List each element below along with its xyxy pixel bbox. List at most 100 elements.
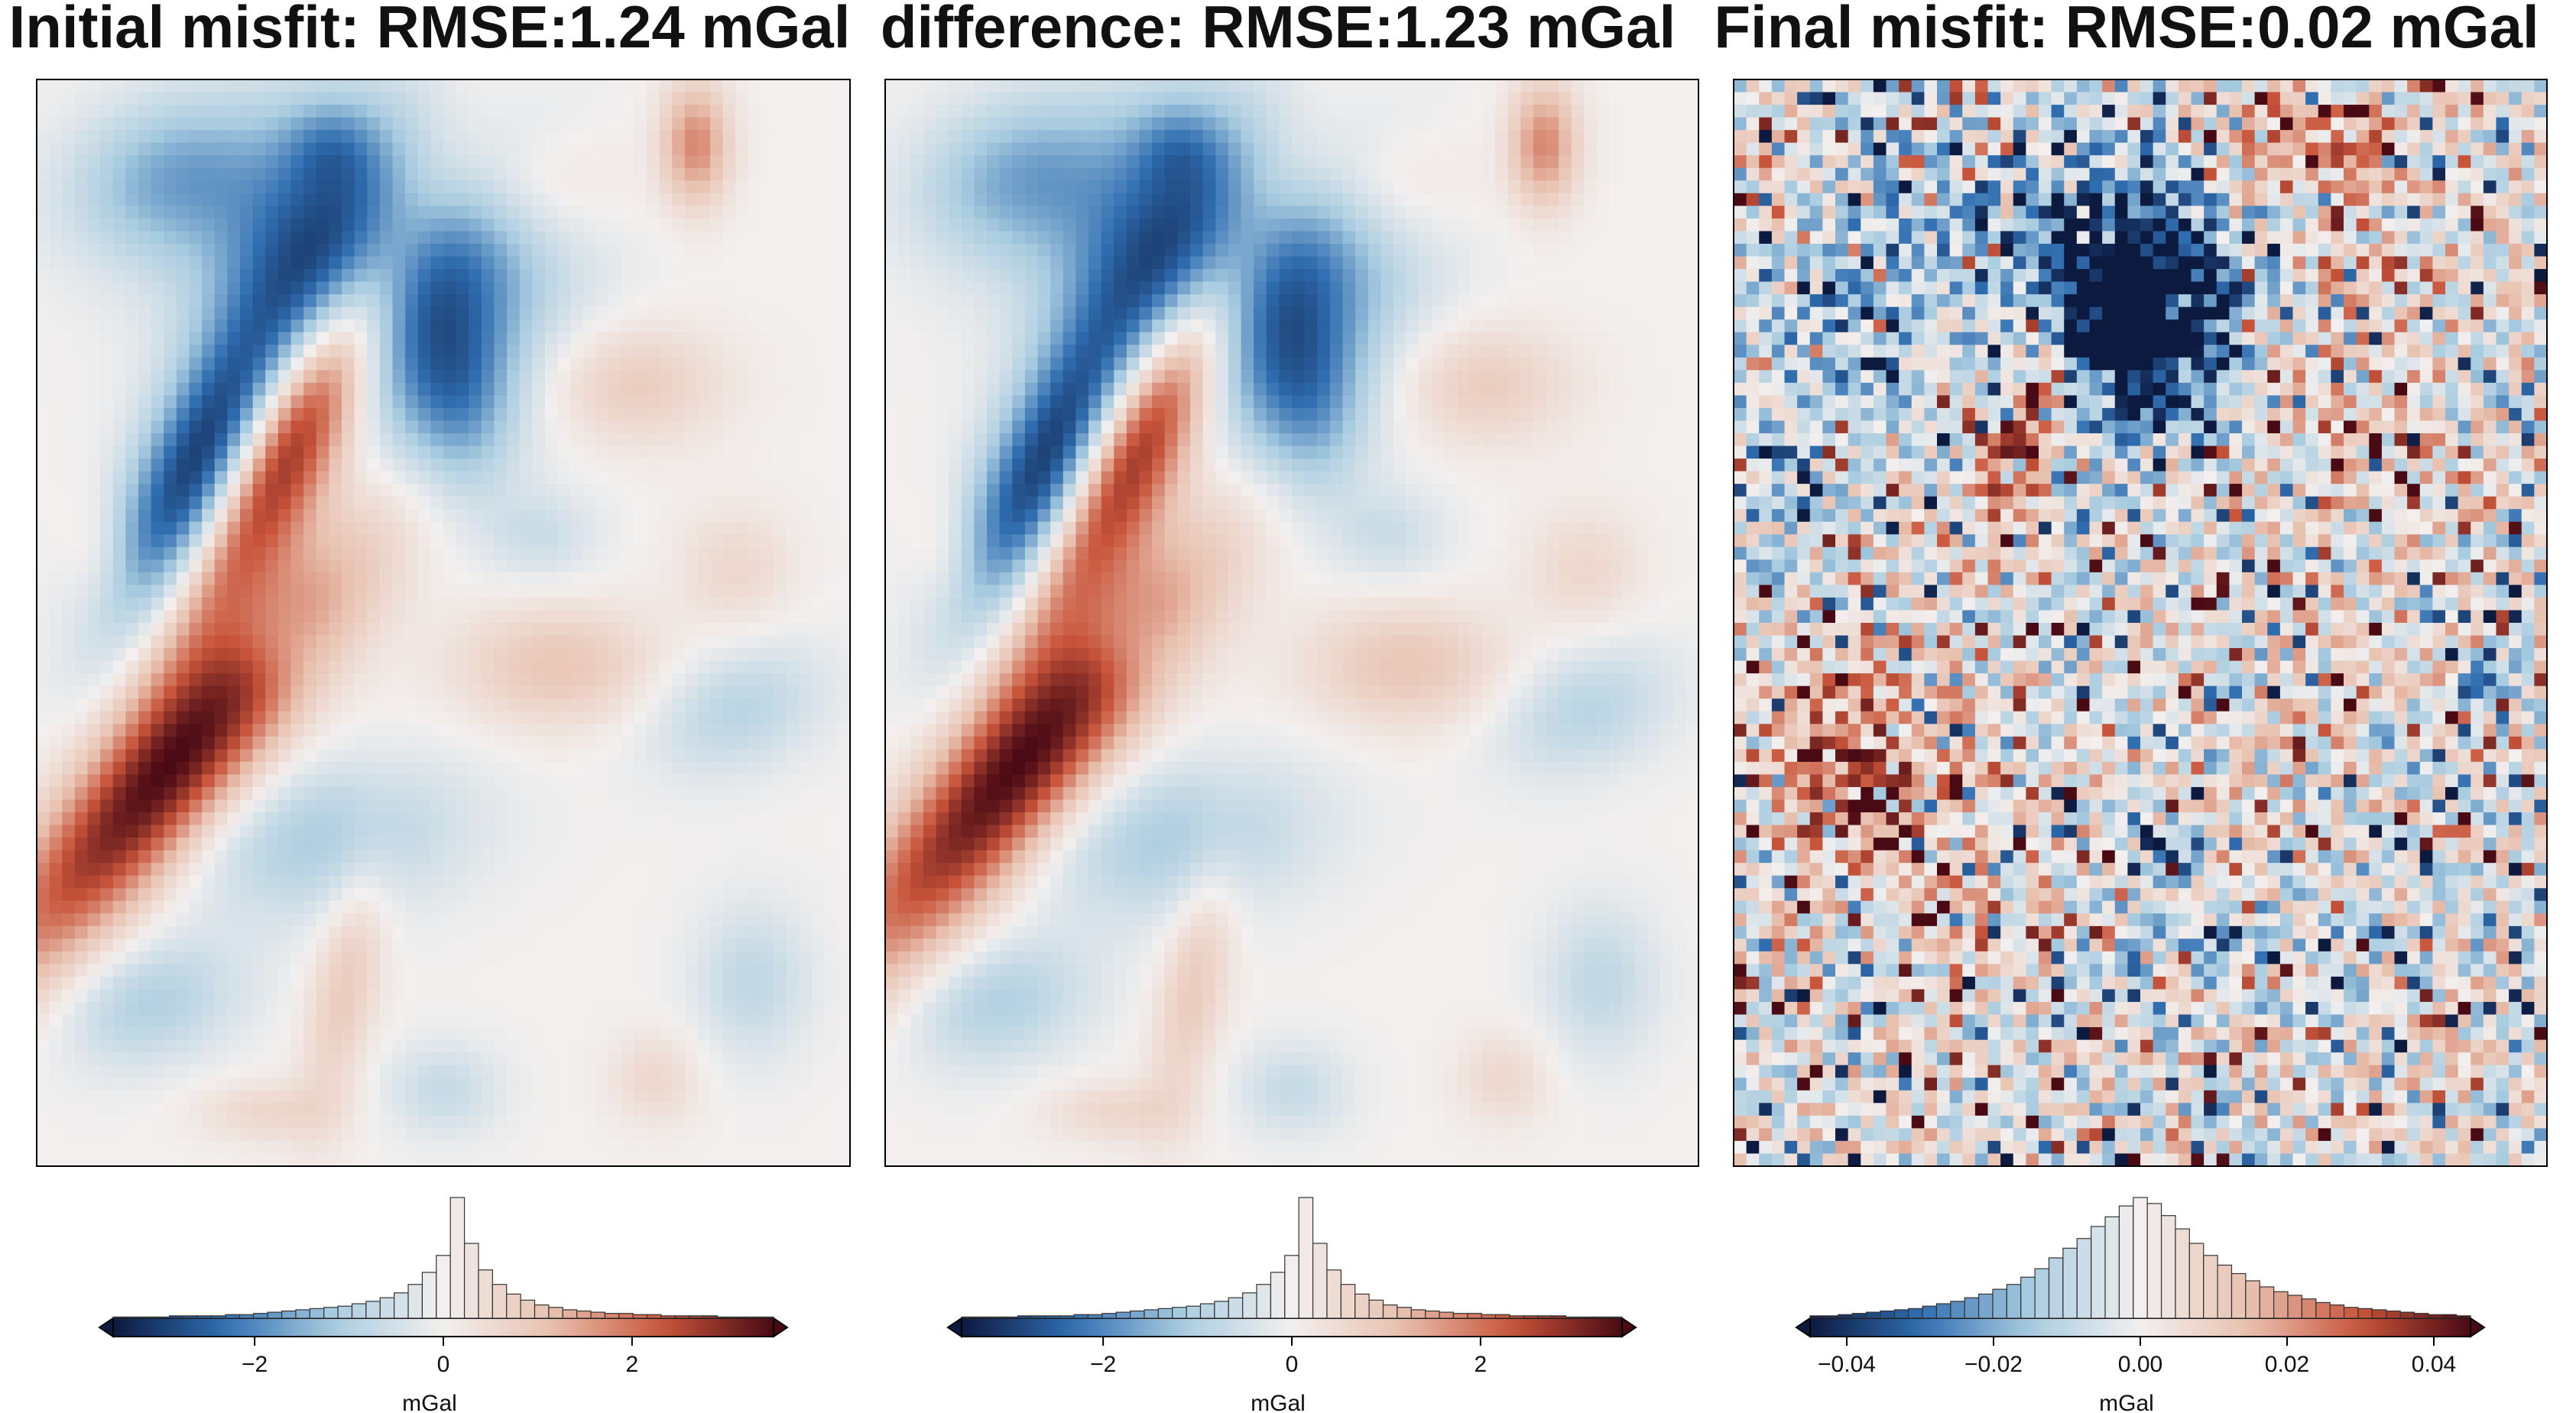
map-cell bbox=[545, 155, 559, 169]
map-cell bbox=[290, 1027, 304, 1041]
map-cell bbox=[595, 92, 609, 105]
map-cell bbox=[138, 660, 152, 674]
map-cell bbox=[240, 243, 254, 258]
map-cell bbox=[722, 786, 736, 801]
map-cell bbox=[621, 345, 634, 358]
map-cell bbox=[582, 685, 597, 699]
map-cell bbox=[367, 382, 381, 396]
map-cell bbox=[87, 231, 101, 245]
map-cell bbox=[837, 863, 850, 877]
map-cell bbox=[595, 1002, 609, 1016]
map-cell bbox=[392, 635, 406, 649]
map-cell bbox=[100, 79, 114, 93]
map-cell bbox=[405, 989, 419, 1003]
map-cell bbox=[557, 761, 571, 776]
map-cell bbox=[557, 951, 571, 965]
map-cell bbox=[621, 218, 634, 232]
map-cell bbox=[507, 534, 521, 548]
map-cell bbox=[647, 673, 660, 687]
map-cell bbox=[672, 786, 686, 801]
map-cell bbox=[379, 559, 394, 573]
map-cell bbox=[405, 521, 419, 535]
map-cell bbox=[494, 79, 508, 93]
map-cell bbox=[519, 559, 533, 573]
map-cell bbox=[481, 685, 495, 699]
map-cell bbox=[456, 420, 469, 434]
map-cell bbox=[647, 812, 660, 826]
map-cell bbox=[659, 420, 673, 434]
map-cell bbox=[557, 382, 571, 396]
map-cell bbox=[74, 648, 89, 662]
map-cell bbox=[481, 711, 495, 724]
map-cell bbox=[812, 938, 826, 952]
map-cell bbox=[697, 976, 711, 990]
map-cell bbox=[405, 294, 419, 308]
map-cell bbox=[469, 938, 482, 952]
map-cell bbox=[494, 976, 508, 990]
map-cell bbox=[672, 167, 686, 181]
map-cell bbox=[634, 1039, 647, 1053]
map-cell bbox=[456, 1027, 469, 1041]
map-cell bbox=[405, 382, 419, 396]
map-cell bbox=[748, 888, 762, 902]
map-cell bbox=[303, 105, 317, 118]
map-cell bbox=[354, 1014, 368, 1028]
map-cell bbox=[735, 749, 749, 763]
map-cell bbox=[100, 546, 114, 560]
map-cell bbox=[62, 281, 76, 295]
map-cell bbox=[494, 521, 508, 535]
map-cell bbox=[164, 332, 177, 345]
map-cell bbox=[151, 913, 164, 927]
map-cell bbox=[761, 976, 774, 990]
map-cell bbox=[507, 774, 521, 788]
map-cell bbox=[37, 648, 50, 662]
map-cell bbox=[316, 1027, 329, 1041]
map-cell bbox=[367, 206, 381, 219]
map-cell bbox=[138, 1002, 152, 1016]
map-cell bbox=[494, 294, 508, 308]
map-cell bbox=[240, 925, 254, 939]
map-cell bbox=[519, 875, 533, 889]
map-cell bbox=[202, 724, 216, 737]
map-cell bbox=[379, 1039, 394, 1053]
map-cell bbox=[659, 155, 673, 169]
map-cell bbox=[672, 79, 686, 93]
map-cell bbox=[735, 167, 749, 181]
map-cell bbox=[443, 180, 457, 194]
map-cell bbox=[329, 610, 342, 624]
map-cell bbox=[62, 585, 76, 598]
map-cell bbox=[570, 546, 584, 560]
map-cell bbox=[214, 1039, 228, 1053]
map-cell bbox=[456, 951, 469, 965]
map-cell bbox=[430, 117, 444, 131]
map-cell bbox=[240, 724, 254, 737]
map-cell bbox=[722, 1027, 736, 1041]
map-cell bbox=[112, 838, 126, 851]
map-cell bbox=[786, 521, 800, 535]
map-cell bbox=[329, 433, 342, 447]
map-cell bbox=[405, 206, 419, 219]
map-cell bbox=[354, 294, 368, 308]
map-cell bbox=[519, 938, 533, 952]
map-cell bbox=[112, 1052, 126, 1066]
map-cell bbox=[74, 420, 89, 434]
map-cell bbox=[647, 635, 660, 649]
map-cell bbox=[608, 269, 622, 283]
map-cell bbox=[100, 1014, 114, 1028]
map-cell bbox=[443, 1039, 457, 1053]
map-cell bbox=[240, 459, 254, 472]
map-cell bbox=[379, 433, 394, 447]
map-cell bbox=[735, 913, 749, 927]
map-cell bbox=[329, 951, 342, 965]
map-cell bbox=[672, 648, 686, 662]
map-cell bbox=[392, 964, 406, 977]
map-cell bbox=[164, 559, 177, 573]
map-cell bbox=[227, 1039, 241, 1053]
map-cell bbox=[227, 294, 241, 308]
map-cell bbox=[176, 635, 190, 649]
map-cell bbox=[812, 407, 826, 422]
map-cell bbox=[786, 863, 800, 877]
map-cell bbox=[824, 964, 838, 977]
map-cell bbox=[799, 900, 813, 914]
map-cell bbox=[227, 167, 241, 181]
